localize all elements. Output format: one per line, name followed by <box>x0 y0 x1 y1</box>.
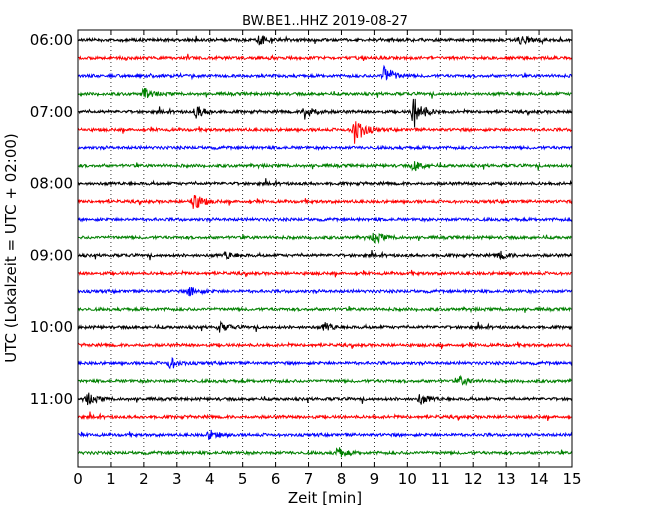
x-tick-label: 14 <box>530 470 549 488</box>
seismogram-trace <box>77 447 573 458</box>
x-tick-label: 11 <box>431 470 450 488</box>
seismogram-trace <box>77 287 573 297</box>
y-tick-label: 11:00 <box>30 390 73 408</box>
seismogram-trace <box>77 341 572 350</box>
seismogram-trace <box>77 161 573 172</box>
y-tick-label: 08:00 <box>30 175 73 193</box>
seismogram-trace <box>77 392 573 406</box>
seismogram-trace <box>77 216 573 223</box>
x-tick-label: 2 <box>139 470 149 488</box>
seismogram-trace <box>77 64 573 81</box>
grid-layer <box>78 30 572 467</box>
x-axis: 0 1 2 3 4 5 6 7 8 9 10 11 12 13 14 15 <box>73 30 582 488</box>
seismogram-trace <box>77 232 572 245</box>
seismogram-trace <box>77 269 573 278</box>
x-axis-label: Zeit [min] <box>288 489 362 507</box>
seismogram-trace <box>77 374 572 387</box>
y-tick-label: 10:00 <box>30 318 73 336</box>
x-tick-label: 8 <box>337 470 347 488</box>
y-axis-label: UTC (Lokalzeit = UTC + 02:00) <box>2 133 20 363</box>
seismogram-trace <box>77 429 573 440</box>
seismogram-trace <box>77 178 573 188</box>
x-tick-label: 15 <box>562 470 581 488</box>
x-tick-label: 1 <box>106 470 116 488</box>
x-tick-label: 4 <box>205 470 215 488</box>
plot-frame <box>77 29 573 468</box>
x-tick-label: 10 <box>398 470 417 488</box>
seismogram-trace <box>77 411 573 422</box>
seismogram-trace <box>77 34 573 46</box>
seismogram-trace <box>77 249 572 261</box>
y-axis: 06:00 07:00 08:00 09:00 10:00 11:00 <box>30 31 572 408</box>
seismogram-trace <box>77 194 573 209</box>
x-tick-label: 13 <box>497 470 516 488</box>
x-tick-label: 0 <box>73 470 83 488</box>
trace-layer <box>77 34 573 458</box>
seismogram-trace <box>77 144 573 152</box>
seismogram-trace <box>77 356 573 370</box>
seismogram-trace <box>77 87 572 99</box>
seismogram-trace <box>77 53 573 62</box>
x-tick-label: 6 <box>271 470 281 488</box>
seismogram-trace <box>77 320 573 333</box>
y-tick-label: 09:00 <box>30 246 73 264</box>
seismogram-trace <box>77 98 573 128</box>
seismogram-trace <box>77 305 572 314</box>
x-tick-label: 9 <box>370 470 380 488</box>
seismogram-trace <box>77 121 573 144</box>
x-tick-label: 3 <box>172 470 182 488</box>
chart-title: BW.BE1..HHZ 2019-08-27 <box>242 14 408 29</box>
x-tick-label: 7 <box>304 470 314 488</box>
x-tick-label: 12 <box>464 470 483 488</box>
x-tick-label: 5 <box>238 470 248 488</box>
y-tick-label: 06:00 <box>30 31 73 49</box>
y-tick-label: 07:00 <box>30 103 73 121</box>
